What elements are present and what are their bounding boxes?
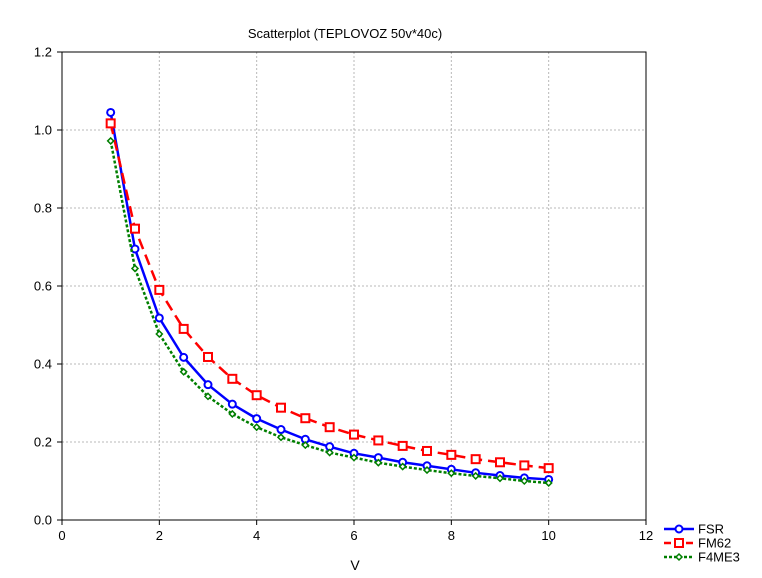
series-f4me3 [106, 136, 553, 488]
data-point [179, 352, 189, 362]
axes: 0 2 4 6 8 10 12 0.0 0.2 0.4 0.6 0.8 1.0 1.2 [34, 45, 653, 544]
x-tick-label: 0 [58, 528, 65, 543]
data-point [520, 476, 529, 486]
data-point [130, 264, 140, 273]
data-point [228, 409, 237, 418]
data-point [252, 423, 261, 432]
data-point [203, 380, 213, 390]
data-point [301, 441, 310, 450]
y-tick-label: 0.6 [34, 279, 52, 294]
data-point [252, 414, 262, 424]
series-line [109, 123, 549, 470]
data-point [154, 284, 165, 295]
data-point [276, 425, 286, 435]
x-axis-label: V [350, 557, 360, 573]
data-point [349, 429, 359, 440]
data-point [324, 422, 335, 433]
data-point [398, 462, 407, 471]
data-point [495, 474, 505, 483]
data-point [519, 460, 530, 471]
data-point [447, 469, 456, 478]
data-point [179, 367, 188, 376]
y-tick-label: 0.8 [34, 201, 52, 216]
series-fm62 [105, 118, 554, 474]
data-point [495, 457, 505, 468]
data-point [543, 463, 554, 474]
data-point [154, 313, 164, 323]
data-point [397, 440, 408, 451]
legend-item-f4me3: F4ME3 [664, 550, 740, 565]
x-tick-label: 2 [156, 528, 163, 543]
legend-label: FSR [698, 522, 724, 537]
legend-marker [674, 538, 684, 548]
data-point [422, 466, 432, 475]
data-point [276, 402, 286, 413]
data-point [251, 390, 262, 401]
x-tick-label: 12 [639, 528, 653, 543]
data-point [446, 449, 457, 460]
data-series [105, 107, 554, 488]
data-point [227, 373, 238, 384]
data-point [178, 323, 189, 334]
data-point [203, 392, 213, 401]
data-point [349, 453, 359, 462]
data-point [300, 413, 311, 424]
legend-item-fsr: FSR [664, 522, 724, 537]
x-tick-label: 10 [541, 528, 555, 543]
y-tick-label: 0.0 [34, 513, 52, 528]
data-point [203, 351, 213, 362]
x-tick-label: 8 [448, 528, 455, 543]
y-tick-label: 1.2 [34, 45, 52, 60]
data-point [106, 136, 115, 145]
data-point [325, 448, 334, 457]
data-point [373, 435, 384, 446]
legend-item-fm62: FM62 [664, 536, 731, 551]
legend-marker [674, 524, 684, 534]
chart-title: Scatterplot (TEPLOVOZ 50v*40c) [248, 26, 442, 41]
data-point [155, 329, 164, 339]
legend-label: FM62 [698, 536, 731, 551]
data-point [105, 118, 116, 129]
legend-label: F4ME3 [698, 550, 740, 565]
data-point [130, 223, 140, 234]
data-point [374, 458, 383, 467]
y-tick-label: 1.0 [34, 123, 52, 138]
y-tick-label: 0.4 [34, 357, 52, 372]
data-point [422, 445, 432, 456]
data-point [471, 471, 480, 480]
data-point [470, 454, 481, 465]
y-tick-label: 0.2 [34, 435, 52, 450]
data-point [227, 399, 237, 409]
x-tick-label: 6 [350, 528, 357, 543]
data-point [106, 107, 116, 117]
x-tick-label: 4 [253, 528, 260, 543]
data-point [544, 478, 553, 488]
legend-marker [674, 552, 684, 562]
data-point [276, 433, 286, 442]
